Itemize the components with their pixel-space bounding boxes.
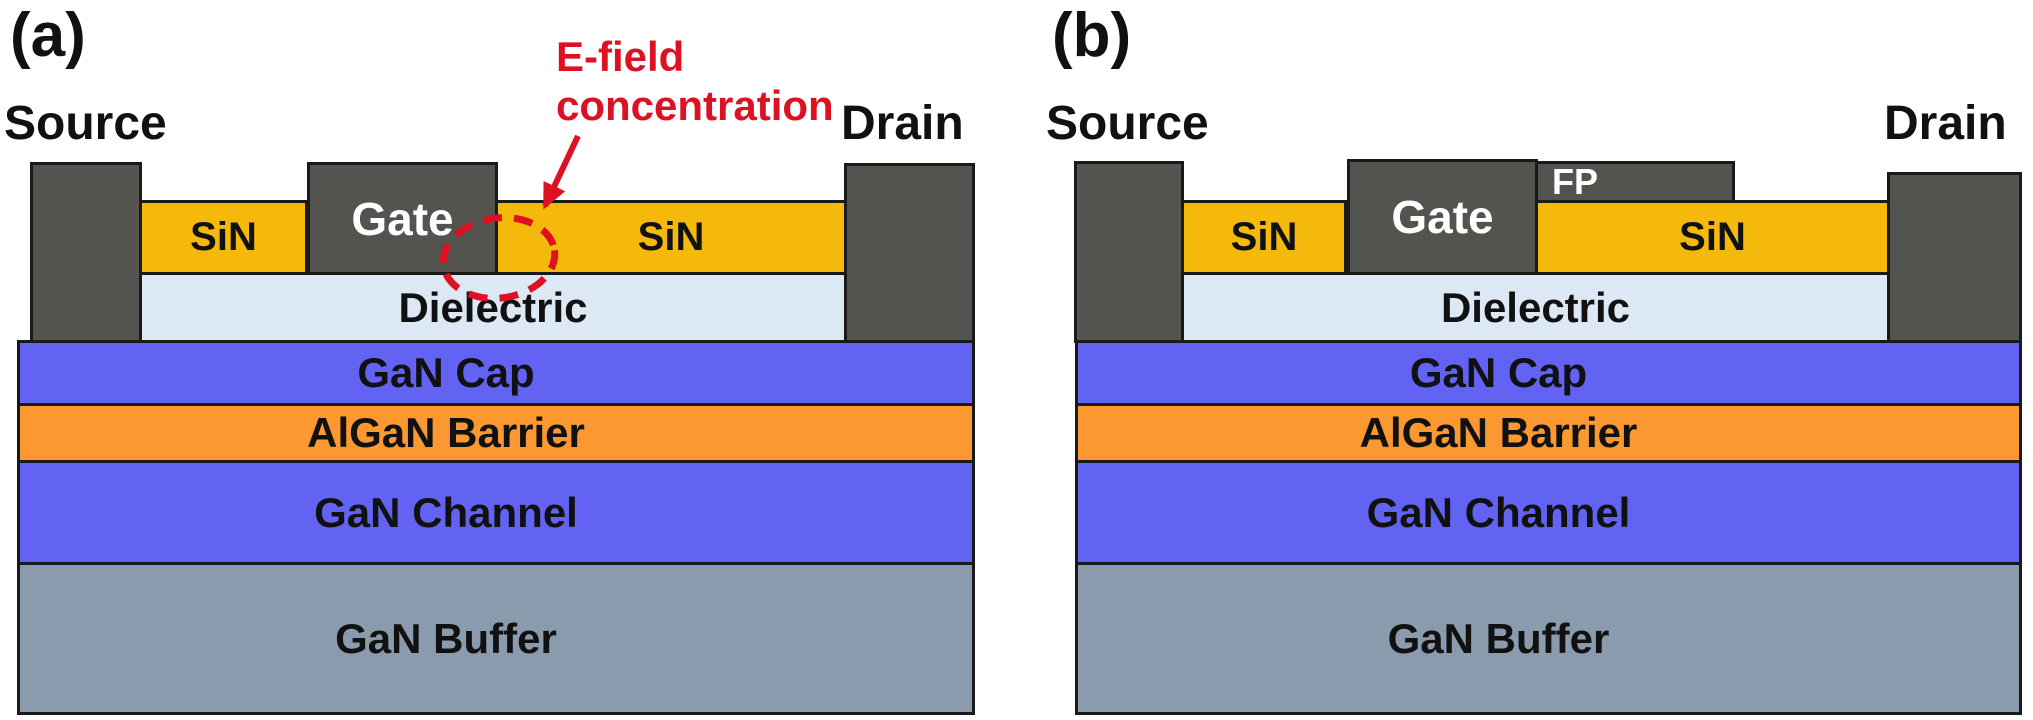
panel-a-gan-cap-layer: GaN Cap (17, 340, 975, 406)
panel-b-field-plate: FP (1535, 161, 1735, 203)
panel-a-sin-left-layer: SiN (139, 200, 308, 275)
panel-a-gate-contact: Gate (307, 162, 498, 275)
panel-a-drain-label: Drain (841, 97, 964, 150)
panel-b-sin-left-layer: SiN (1181, 200, 1347, 275)
panel-a-algan-barrier-label: AlGaN Barrier (307, 409, 585, 456)
panel-a-gan-cap-label: GaN Cap (357, 349, 535, 396)
panel-a-gan-channel-layer: GaN Channel (17, 460, 975, 565)
panel-a-gan-buffer-layer: GaN Buffer (17, 562, 975, 715)
panel-a-label: (a) (10, 1, 86, 70)
panel-b-gan-cap-layer: GaN Cap (1075, 340, 2022, 406)
panel-a-sin-right-label: SiN (637, 215, 705, 259)
panel-a-drain-contact (844, 163, 975, 343)
panel-b-sin-right-label: SiN (1679, 215, 1746, 259)
panel-b-algan-barrier-layer: AlGaN Barrier (1075, 403, 2022, 463)
panel-b-gan-cap-label: GaN Cap (1409, 349, 1588, 396)
panel-b-sin-left-label: SiN (1230, 215, 1298, 259)
panel-b-gate-contact: Gate (1347, 159, 1538, 275)
efield-annotation-line2: concentration (556, 82, 834, 129)
panel-a-dielectric-layer: Dielectric (139, 272, 847, 343)
panel-b-gan-channel-layer: GaN Channel (1075, 460, 2022, 565)
panel-b-field-plate-label: FP (1552, 161, 1599, 202)
panel-b-gan-buffer-layer: GaN Buffer (1075, 562, 2022, 715)
efield-annotation: E-field concentration (556, 32, 834, 130)
panel-b-algan-barrier-label: AlGaN Barrier (1359, 409, 1638, 456)
panel-a-gan-channel-label: GaN Channel (314, 488, 578, 536)
panel-b-drain-label: Drain (1884, 97, 2007, 150)
efield-arrow-icon (542, 134, 581, 210)
panel-a-gan-buffer-label: GaN Buffer (335, 614, 557, 662)
panel-b-gan-buffer-label: GaN Buffer (1387, 614, 1610, 662)
panel-b-source-contact (1074, 161, 1184, 343)
panel-b-sin-right-layer: SiN (1535, 200, 1890, 275)
panel-a-sin-left-label: SiN (190, 215, 257, 259)
panel-a-algan-barrier-layer: AlGaN Barrier (17, 403, 975, 463)
panel-a-sin-right-layer: SiN (495, 200, 847, 275)
panel-b-gate-label: Gate (1391, 191, 1494, 243)
panel-b-drain-contact (1887, 172, 2022, 343)
panel-a-source-contact (30, 162, 142, 343)
panel-b-source-label: Source (1046, 97, 1209, 150)
panel-b-gan-channel-label: GaN Channel (1366, 488, 1631, 536)
efield-annotation-line1: E-field (556, 33, 685, 80)
panel-b-dielectric-layer: Dielectric (1181, 272, 1890, 343)
panel-b-label: (b) (1052, 1, 1132, 70)
panel-a-source-label: Source (4, 97, 167, 150)
panel-a-dielectric-label: Dielectric (398, 283, 588, 331)
panel-b-dielectric-label: Dielectric (1440, 283, 1631, 331)
panel-a-gate-label: Gate (351, 192, 454, 245)
